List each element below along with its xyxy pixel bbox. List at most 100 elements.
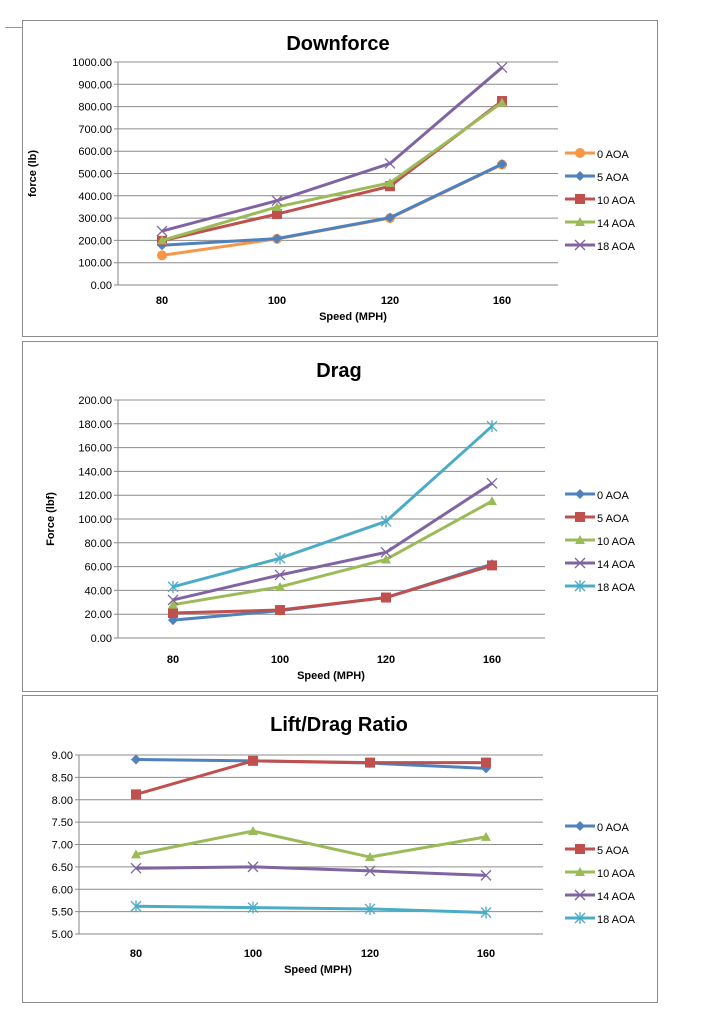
marker-diamond <box>575 171 585 181</box>
x-tick-label: 100 <box>271 654 289 666</box>
marker-square <box>575 194 585 204</box>
series-line <box>172 425 494 589</box>
marker-square <box>481 757 491 768</box>
marker-triangle <box>381 554 391 564</box>
y-tick-label: 80.00 <box>84 538 112 550</box>
legend-entry: 0 AOA <box>565 489 629 502</box>
legend-entry: 0 AOA <box>565 821 629 834</box>
series-line <box>135 904 487 915</box>
marker-x <box>364 865 376 877</box>
y-tick-label: 200.00 <box>78 395 112 407</box>
legend-entry: 10 AOA <box>565 867 636 880</box>
legend-entry: 14 AOA <box>565 557 636 571</box>
marker-triangle <box>131 849 141 859</box>
marker-star <box>574 580 586 592</box>
marker-triangle <box>481 831 491 841</box>
marker-square <box>575 512 585 522</box>
marker-triangle <box>385 177 395 187</box>
legend-label: 5 AOA <box>597 845 629 857</box>
marker-diamond <box>575 821 585 831</box>
marker-square <box>275 605 285 616</box>
y-tick-label: 180.00 <box>78 419 112 431</box>
legend-label: 10 AOA <box>597 868 636 880</box>
y-tick-label: 1000.00 <box>72 57 112 69</box>
legend-entry: 5 AOA <box>565 844 629 857</box>
x-tick-label: 80 <box>156 295 168 307</box>
series-14-aoa <box>130 861 492 881</box>
legend-label: 18 AOA <box>597 241 636 253</box>
series-0-aoa <box>168 559 497 626</box>
y-tick-label: 800.00 <box>78 102 112 114</box>
legend-label: 5 AOA <box>597 172 629 184</box>
marker-diamond <box>497 159 507 170</box>
x-axis-label: Speed (MPH) <box>284 964 352 976</box>
marker-x <box>486 477 498 489</box>
marker-triangle <box>157 235 167 245</box>
chart-title: Drag <box>316 360 362 382</box>
series-14-aoa <box>157 97 507 245</box>
x-tick-label: 120 <box>381 295 399 307</box>
marker-circle <box>575 148 585 158</box>
marker-star <box>167 580 179 593</box>
legend-label: 10 AOA <box>597 536 636 548</box>
series-5-aoa <box>168 560 497 619</box>
series-line <box>172 482 493 602</box>
marker-x <box>574 557 586 569</box>
legend-entry: 0 AOA <box>565 148 629 161</box>
y-tick-label: 160.00 <box>78 443 112 455</box>
legend-entry: 18 AOA <box>565 239 636 253</box>
x-axis-label: Speed (MPH) <box>319 311 387 323</box>
y-tick-label: 9.00 <box>52 750 73 762</box>
y-tick-label: 900.00 <box>78 79 112 91</box>
marker-square <box>575 844 585 854</box>
marker-star <box>274 552 286 565</box>
marker-x <box>380 546 392 558</box>
marker-triangle <box>275 581 285 591</box>
marker-x <box>167 594 179 606</box>
legend-label: 0 AOA <box>597 490 629 502</box>
marker-star <box>480 906 492 919</box>
legend-entry: 18 AOA <box>565 912 636 926</box>
legend-label: 10 AOA <box>597 195 636 207</box>
marker-square <box>487 560 497 571</box>
marker-triangle <box>575 217 585 226</box>
marker-star <box>380 515 392 528</box>
marker-triangle <box>272 201 282 211</box>
y-tick-label: 200.00 <box>78 235 112 247</box>
marker-x <box>496 62 508 74</box>
marker-triangle <box>365 852 375 862</box>
y-tick-label: 140.00 <box>78 466 112 478</box>
marker-triangle <box>487 496 497 506</box>
marker-square <box>381 592 391 603</box>
series-18-aoa <box>130 900 492 919</box>
legend-label: 18 AOA <box>597 582 636 594</box>
marker-x <box>156 225 168 237</box>
chart-title: Lift/Drag Ratio <box>270 714 408 736</box>
series-10-aoa <box>168 496 497 609</box>
marker-square <box>131 789 141 800</box>
series-5-aoa <box>131 755 491 800</box>
series-18-aoa <box>156 62 508 237</box>
y-tick-label: 8.50 <box>52 772 73 784</box>
y-tick-label: 500.00 <box>78 169 112 181</box>
x-tick-label: 80 <box>167 654 179 666</box>
legend-entry: 14 AOA <box>565 217 636 230</box>
marker-x <box>247 861 259 873</box>
series-10-aoa <box>131 826 491 862</box>
legend-label: 14 AOA <box>597 891 636 903</box>
series-line <box>172 563 493 615</box>
marker-star <box>574 912 586 924</box>
series-line <box>135 865 487 877</box>
series-line <box>161 162 503 247</box>
marker-triangle <box>575 535 585 544</box>
series-18-aoa <box>167 420 498 593</box>
x-axis-label: Speed (MPH) <box>297 670 365 682</box>
marker-star <box>364 902 376 915</box>
series-line <box>161 101 503 242</box>
marker-x <box>480 869 492 881</box>
chart-title: Downforce <box>286 33 389 55</box>
y-tick-label: 60.00 <box>84 562 112 574</box>
y-tick-label: 400.00 <box>78 191 112 203</box>
marker-x <box>271 195 283 207</box>
